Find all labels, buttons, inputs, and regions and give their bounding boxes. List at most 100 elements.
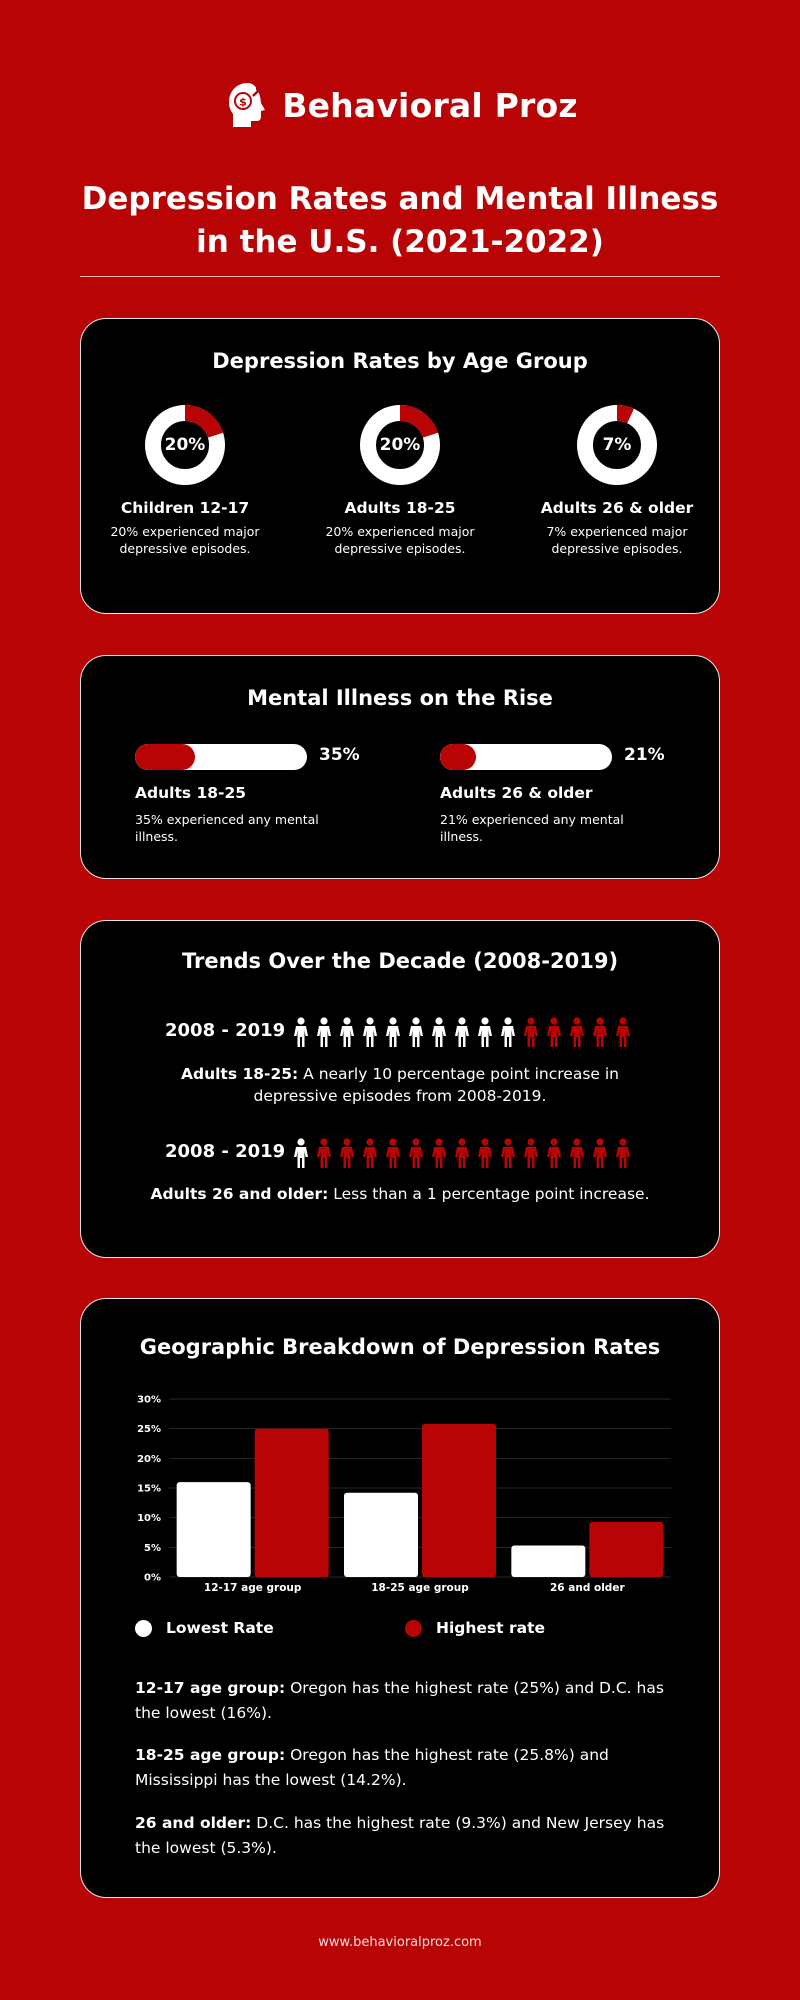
legend-swatch	[135, 1619, 152, 1637]
donut-value: 20%	[379, 435, 421, 455]
progress-label: Adults 26 & older	[440, 784, 593, 802]
y-tick-label: 5%	[144, 1543, 161, 1554]
rise-section-card: Mental Illness on the Rise 35% Adults 18…	[80, 655, 720, 879]
geo-section-title: Geographic Breakdown of Depression Rates	[139, 1335, 661, 1359]
age-group-label: Adults 26 & older	[540, 499, 694, 517]
person-icon	[386, 1017, 400, 1047]
person-icon	[570, 1017, 584, 1047]
progress-desc: 21% experienced any mental illness.	[440, 812, 624, 844]
age-group-desc: 20% experienced major depressive episode…	[325, 524, 475, 556]
person-icon	[432, 1138, 446, 1168]
age-group-card: 20% Children 12-17 20% experienced major…	[85, 405, 285, 557]
progress-desc: 35% experienced any mental illness.	[135, 812, 319, 844]
geo-note-label: 18-25 age group:	[135, 1746, 286, 1764]
brand-logo: $ Behavioral Proz	[0, 80, 800, 130]
trend-note-text: Less than a 1 percentage point increase.	[328, 1185, 650, 1203]
geo-note-text: Oregon has the highest rate (25.8%) and …	[135, 1746, 609, 1789]
progress-value: 21%	[624, 745, 665, 765]
brand-name: Behavioral Proz	[282, 85, 578, 125]
legend-item-highest: Highest rate	[405, 1617, 545, 1639]
donut-value: 20%	[164, 435, 206, 455]
person-icon	[409, 1138, 423, 1168]
person-icon	[409, 1017, 423, 1047]
geo-note-text: D.C. has the highest rate (9.3%) and New…	[135, 1814, 665, 1857]
x-tick-label: 18-25 age group	[371, 1582, 469, 1594]
progress-track	[135, 744, 307, 770]
trend-year-range: 2008 - 2019	[165, 1141, 286, 1162]
trend-note-label: Adults 26 and older:	[150, 1185, 329, 1203]
person-icon	[455, 1017, 469, 1047]
trend-note: Adults 26 and older: Less than a 1 perce…	[141, 1183, 659, 1205]
geo-note-label: 26 and older:	[135, 1814, 252, 1832]
donut-arc-segment	[145, 405, 225, 485]
progress-value: 35%	[319, 745, 360, 765]
bar-highest	[589, 1521, 664, 1577]
age-group-card: 7% Adults 26 & older 7% experienced majo…	[517, 405, 717, 557]
person-icon	[524, 1138, 538, 1168]
legend-swatch	[405, 1619, 422, 1637]
trend-note-label: Adults 18-25:	[180, 1065, 299, 1083]
person-icon	[547, 1138, 561, 1168]
person-icon	[478, 1138, 492, 1168]
person-icon	[317, 1017, 331, 1047]
geo-bar-chart: 0% 5% 10% 15% 20% 25% 30% 12-17 age group 18-25 …	[137, 1395, 671, 1594]
legend-item-lowest: Lowest Rate	[135, 1617, 274, 1639]
footer-url: www.behavioralproz.com	[318, 1935, 482, 1950]
person-icon	[501, 1017, 515, 1047]
geo-note: 26 and older: D.C. has the highest rate …	[135, 1811, 675, 1861]
person-icon	[593, 1138, 607, 1168]
person-icon	[455, 1138, 469, 1168]
y-tick-label: 30%	[137, 1395, 161, 1406]
geo-note-text: Oregon has the highest rate (25%) and D.…	[135, 1679, 664, 1722]
person-icon	[501, 1138, 515, 1168]
trend-year-range: 2008 - 2019	[165, 1020, 286, 1041]
age-group-card: 20% Adults 18-25 20% experienced major d…	[300, 405, 500, 557]
trend-section-card: Trends Over the Decade (2008-2019) 2008 …	[80, 920, 720, 1258]
person-icon	[524, 1017, 538, 1047]
y-tick-label: 0%	[144, 1573, 161, 1584]
progress-label: Adults 18-25	[135, 784, 247, 802]
geo-section-card: Geographic Breakdown of Depression Rates…	[80, 1298, 720, 1898]
donut-arc-segment	[360, 405, 440, 485]
person-icon	[616, 1017, 630, 1047]
donut-chart	[577, 405, 657, 485]
legend-label: Lowest Rate	[166, 1619, 274, 1637]
bar-lowest	[344, 1492, 418, 1577]
trend-note: Adults 18-25: A nearly 10 percentage poi…	[141, 1063, 659, 1107]
donut-value: 7%	[602, 435, 632, 455]
trend-note-text: A nearly 10 percentage point increase in…	[253, 1065, 619, 1105]
y-tick-label: 10%	[137, 1513, 161, 1524]
y-tick-label: 20%	[137, 1454, 161, 1465]
person-icon	[294, 1017, 308, 1047]
trend-section-title: Trends Over the Decade (2008-2019)	[181, 949, 619, 973]
person-icon	[294, 1138, 308, 1168]
geo-note-label: 12-17 age group:	[135, 1679, 286, 1697]
page-title: Depression Rates and Mental Illness in t…	[81, 181, 719, 260]
head-profile-gear-dollar-icon: $	[229, 83, 266, 127]
donut-chart	[145, 405, 225, 485]
person-icon	[363, 1017, 377, 1047]
people-icon-row	[294, 1017, 630, 1047]
person-icon	[386, 1138, 400, 1168]
person-icon	[340, 1138, 354, 1168]
donut-chart	[360, 405, 440, 485]
person-icon	[616, 1138, 630, 1168]
bar-highest	[422, 1423, 496, 1577]
geo-note: 12-17 age group: Oregon has the highest …	[135, 1676, 675, 1726]
y-tick-label: 15%	[137, 1484, 161, 1495]
donut-arc-segment	[577, 405, 657, 485]
age-section-title: Depression Rates by Age Group	[212, 349, 588, 373]
bar-highest	[254, 1428, 329, 1577]
person-icon	[570, 1138, 584, 1168]
x-tick-label: 26 and older	[550, 1582, 625, 1594]
bar-lowest	[176, 1482, 251, 1577]
rise-section-title: Mental Illness on the Rise	[247, 686, 553, 710]
legend-label: Highest rate	[436, 1619, 545, 1637]
geo-note: 18-25 age group: Oregon has the highest …	[135, 1743, 675, 1793]
age-group-desc: 20% experienced major depressive episode…	[110, 524, 260, 556]
person-icon	[547, 1017, 561, 1047]
person-icon	[478, 1017, 492, 1047]
age-group-label: Children 12-17	[120, 499, 250, 517]
age-group-label: Adults 18-25	[344, 499, 456, 517]
x-tick-label: 12-17 age group	[204, 1582, 302, 1594]
